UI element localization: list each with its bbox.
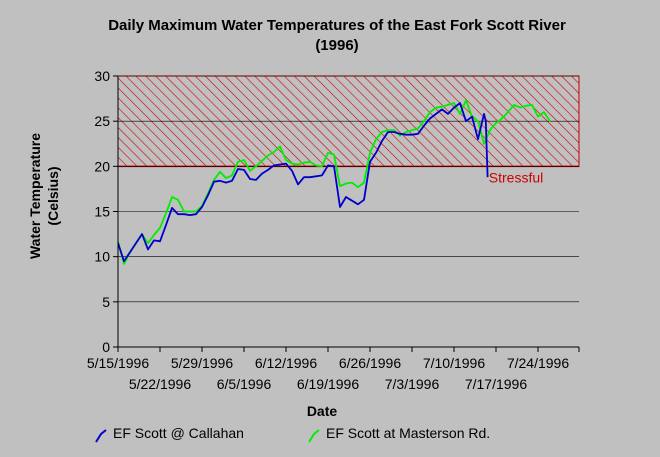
x-tick-label: 6/5/1996: [217, 376, 272, 392]
y-ticks: 0 5 10 15 20 25 30: [94, 68, 118, 355]
x-tick-label: 6/26/1996: [339, 355, 401, 371]
x-tick-label: 7/17/1996: [465, 376, 527, 392]
y-axis-title-line2: (Celsius): [45, 166, 61, 225]
x-axis-title: Date: [307, 403, 338, 419]
series-layer: [118, 99, 551, 265]
y-tick-label: 20: [94, 158, 110, 174]
y-tick-label: 30: [94, 68, 110, 84]
x-tick-label: 7/24/1996: [507, 355, 569, 371]
y-tick-label: 25: [94, 113, 110, 129]
x-ticks: 5/15/1996 5/22/1996 5/29/1996 6/5/1996 6/12/…: [87, 347, 580, 392]
legend-swatch-masterson: [308, 429, 320, 443]
y-tick-label: 15: [94, 204, 110, 220]
series-line-0: [118, 102, 489, 263]
legend: EF Scott @ Callahan EF Scott at Masterso…: [95, 425, 490, 443]
x-tick-label: 7/10/1996: [423, 355, 485, 371]
y-tick-label: 5: [102, 294, 110, 310]
legend-label-callahan: EF Scott @ Callahan: [113, 425, 244, 441]
y-tick-label: 0: [102, 339, 110, 355]
y-axis-title-line1: Water Temperature: [27, 133, 43, 259]
chart-title-line1: Daily Maximum Water Temperatures of the …: [108, 17, 566, 34]
x-tick-label: 6/19/1996: [297, 376, 359, 392]
x-tick-label: 5/15/1996: [87, 355, 149, 371]
x-tick-label: 5/29/1996: [171, 355, 233, 371]
gridlines: [118, 75, 579, 303]
x-tick-label: 5/22/1996: [129, 376, 191, 392]
legend-label-masterson: EF Scott at Masterson Rd.: [326, 425, 490, 441]
series-line-1: [118, 99, 551, 265]
legend-item-callahan: EF Scott @ Callahan: [95, 425, 244, 443]
y-tick-label: 10: [94, 249, 110, 265]
legend-item-masterson: EF Scott at Masterson Rd.: [308, 425, 490, 443]
plot-area: 0 5 10 15 20 25 30 5/15/1996 5/22/1996 5/29/1996…: [87, 68, 580, 392]
x-tick-label: 7/3/1996: [385, 376, 440, 392]
x-tick-label: 6/12/1996: [255, 355, 317, 371]
legend-swatch-callahan: [95, 429, 107, 443]
stressful-label: Stressful: [489, 169, 543, 185]
chart-title-line2: (1996): [315, 37, 358, 54]
